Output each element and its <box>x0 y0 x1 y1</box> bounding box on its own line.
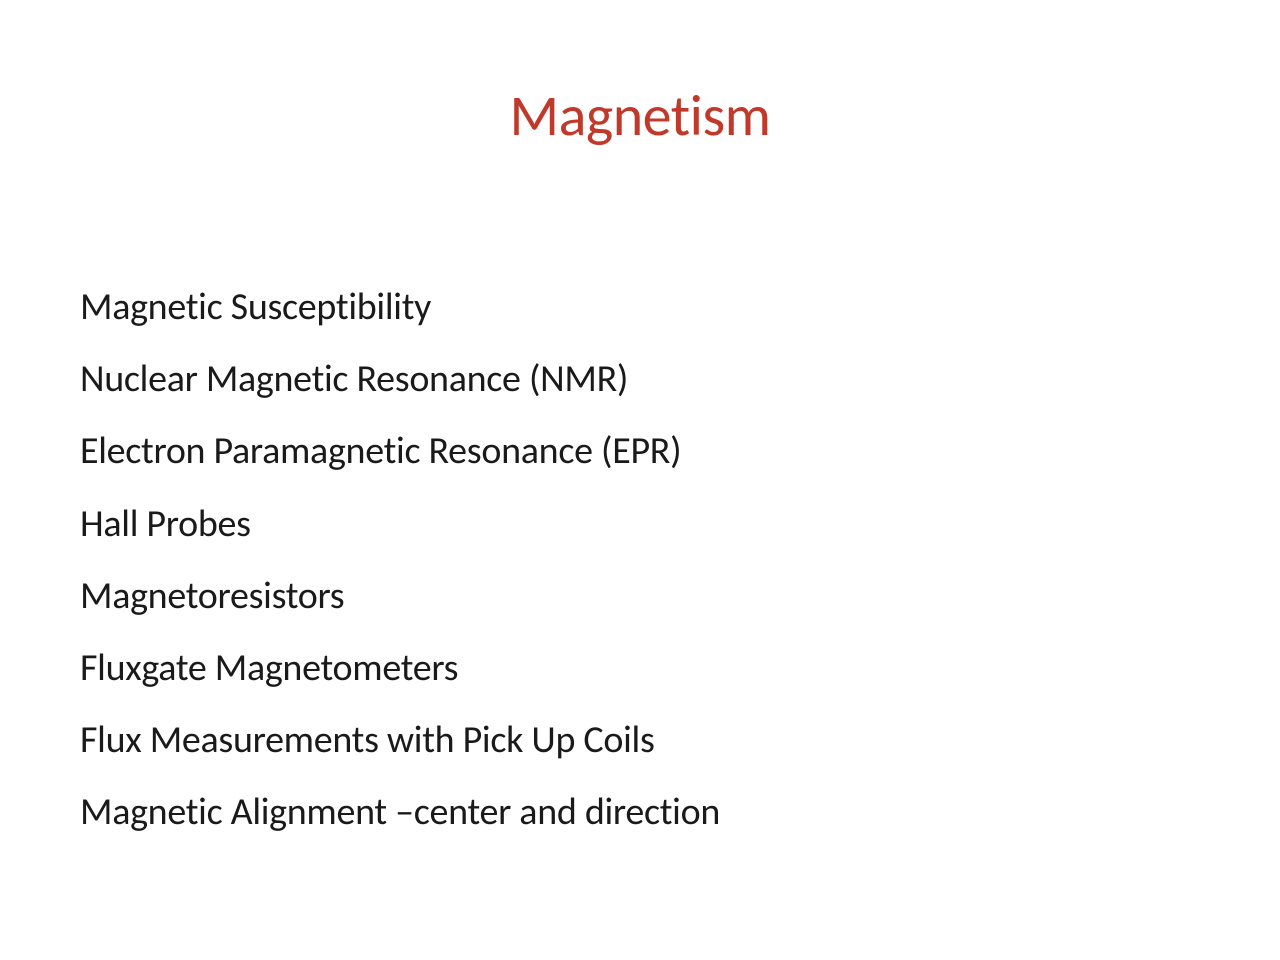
list-item: Hall Probes <box>80 488 1200 560</box>
list-item: Electron Paramagnetic Resonance (EPR) <box>80 415 1200 487</box>
slide-container: Magnetism Magnetic Susceptibility Nuclea… <box>0 0 1280 960</box>
list-item: Magnetoresistors <box>80 560 1200 632</box>
content-list: Magnetic Susceptibility Nuclear Magnetic… <box>80 271 1200 849</box>
slide-title: Magnetism <box>80 80 1200 151</box>
list-item: Magnetic Alignment –center and direction <box>80 776 1200 848</box>
list-item: Magnetic Susceptibility <box>80 271 1200 343</box>
list-item: Fluxgate Magnetometers <box>80 632 1200 704</box>
list-item: Nuclear Magnetic Resonance (NMR) <box>80 343 1200 415</box>
list-item: Flux Measurements with Pick Up Coils <box>80 704 1200 776</box>
